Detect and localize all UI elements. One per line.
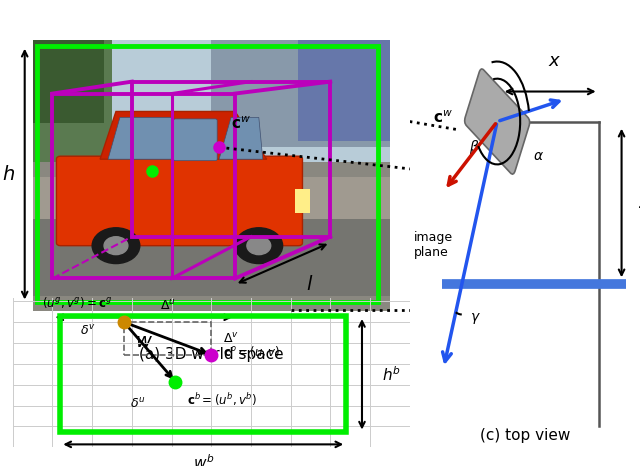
Bar bbox=[52, 94, 235, 279]
Bar bbox=[211, 40, 390, 147]
Text: $\mathbf{c}^w$: $\mathbf{c}^w$ bbox=[433, 109, 452, 125]
Bar bbox=[33, 40, 104, 123]
Bar bbox=[33, 177, 390, 219]
Text: $z$: $z$ bbox=[637, 194, 640, 212]
Text: $\delta^u$: $\delta^u$ bbox=[130, 397, 146, 411]
Text: $(u^g, v^g) = \mathbf{c}^g$: $(u^g, v^g) = \mathbf{c}^g$ bbox=[42, 295, 112, 310]
Text: $\Delta^v$: $\Delta^v$ bbox=[223, 331, 239, 345]
Circle shape bbox=[104, 237, 128, 254]
Text: $w^b$: $w^b$ bbox=[193, 453, 214, 466]
Polygon shape bbox=[108, 117, 172, 159]
Text: (a) 3D world space: (a) 3D world space bbox=[139, 347, 284, 362]
Bar bbox=[60, 316, 346, 432]
Bar bbox=[33, 40, 390, 177]
Polygon shape bbox=[219, 117, 263, 159]
Text: $w$: $w$ bbox=[135, 332, 153, 351]
Text: image
plane: image plane bbox=[414, 231, 453, 259]
Bar bbox=[33, 213, 390, 296]
Text: (c) top view: (c) top view bbox=[479, 428, 570, 443]
Text: $\mathbf{c}^b = (u^b, v^b)$: $\mathbf{c}^b = (u^b, v^b)$ bbox=[188, 391, 257, 408]
Text: $\gamma$: $\gamma$ bbox=[470, 311, 481, 326]
Text: $h$: $h$ bbox=[3, 164, 15, 184]
Polygon shape bbox=[100, 111, 267, 159]
Text: $\beta$: $\beta$ bbox=[469, 138, 479, 156]
Text: $\mathbf{c}^w$: $\mathbf{c}^w$ bbox=[231, 116, 251, 132]
Text: $\alpha$: $\alpha$ bbox=[533, 149, 544, 163]
Bar bbox=[132, 82, 330, 237]
Text: $x$: $x$ bbox=[548, 52, 561, 70]
Text: $l$: $l$ bbox=[307, 275, 314, 295]
Text: $\Delta^u$: $\Delta^u$ bbox=[159, 299, 175, 313]
Bar bbox=[124, 322, 211, 355]
Text: $\mathbf{c}^o = (u, v)$: $\mathbf{c}^o = (u, v)$ bbox=[223, 344, 280, 359]
Bar bbox=[33, 40, 112, 162]
Bar bbox=[36, 46, 378, 302]
Text: $\delta^v$: $\delta^v$ bbox=[81, 324, 96, 338]
Bar bbox=[294, 189, 310, 213]
Text: $h^b$: $h^b$ bbox=[382, 365, 401, 384]
Circle shape bbox=[92, 228, 140, 264]
Circle shape bbox=[235, 228, 283, 264]
FancyBboxPatch shape bbox=[56, 156, 303, 246]
FancyBboxPatch shape bbox=[465, 69, 530, 174]
FancyBboxPatch shape bbox=[173, 119, 217, 161]
Circle shape bbox=[247, 237, 271, 254]
Bar bbox=[298, 40, 390, 141]
Bar bbox=[33, 162, 390, 311]
